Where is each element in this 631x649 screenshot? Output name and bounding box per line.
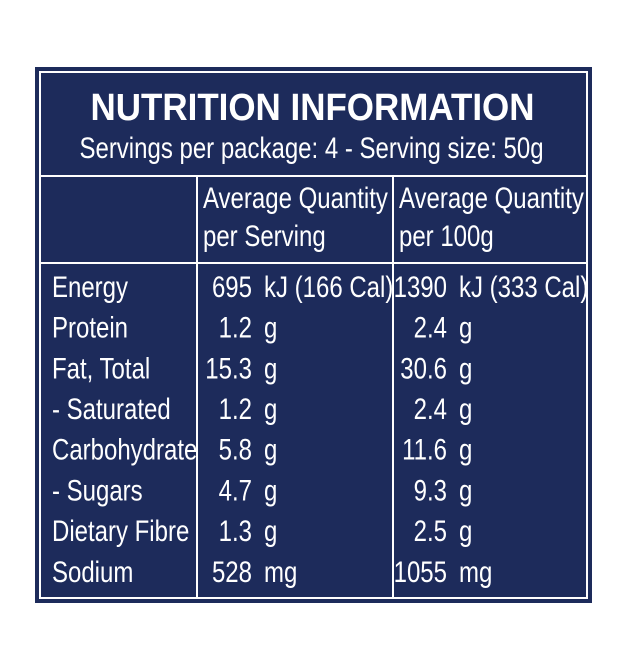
per100g-unit: g bbox=[459, 514, 472, 548]
panel-border bbox=[39, 71, 588, 599]
serving-unit: g bbox=[264, 351, 277, 385]
row-label: Dietary Fibre bbox=[52, 514, 189, 548]
serving-value: 5.8 bbox=[219, 432, 252, 466]
column-header: Average Quantity bbox=[399, 180, 584, 214]
per100g-value: 2.4 bbox=[414, 391, 447, 425]
serving-value: 15.3 bbox=[205, 351, 252, 385]
serving-unit: kJ (166 Cal) bbox=[264, 269, 393, 303]
serving-unit: mg bbox=[264, 554, 297, 588]
row-label: Carbohydrate bbox=[52, 432, 197, 466]
serving-value: 1.3 bbox=[219, 514, 252, 548]
subtitle: Servings per package: 4 - Serving size: … bbox=[79, 130, 543, 164]
row-label: - Saturated bbox=[52, 391, 171, 425]
per100g-value: 2.4 bbox=[414, 310, 447, 344]
per100g-value: 11.6 bbox=[402, 432, 447, 466]
per100g-unit: g bbox=[459, 432, 472, 466]
serving-value: 1.2 bbox=[219, 310, 252, 344]
row-label: Fat, Total bbox=[52, 351, 150, 385]
per100g-unit: g bbox=[459, 473, 472, 507]
serving-value: 695 bbox=[212, 269, 252, 303]
serving-unit: g bbox=[264, 432, 277, 466]
per100g-value: 30.6 bbox=[400, 351, 447, 385]
row-label: Sodium bbox=[52, 554, 133, 588]
panel bbox=[35, 67, 592, 603]
column-header: Average Quantity bbox=[203, 180, 388, 214]
per100g-unit: g bbox=[459, 310, 472, 344]
title-group: NUTRITION INFORMATION bbox=[91, 86, 535, 129]
column-header: per Serving bbox=[203, 218, 326, 252]
row-label: Energy bbox=[52, 269, 128, 303]
serving-value: 1.2 bbox=[219, 391, 252, 425]
serving-unit: g bbox=[264, 473, 277, 507]
per100g-value: 1055 bbox=[394, 554, 447, 588]
serving-unit: g bbox=[264, 391, 277, 425]
per100g-unit: g bbox=[459, 351, 472, 385]
per100g-unit: kJ (333 Cal) bbox=[459, 269, 588, 303]
title: NUTRITION INFORMATION bbox=[91, 86, 535, 129]
serving-value: 4.7 bbox=[219, 473, 252, 507]
per100g-value: 9.3 bbox=[414, 473, 447, 507]
column-header: per 100g bbox=[399, 218, 494, 252]
row-label: - Sugars bbox=[52, 473, 143, 507]
per100g-value: 2.5 bbox=[414, 514, 447, 548]
serving-unit: g bbox=[264, 514, 277, 548]
per100g-unit: mg bbox=[459, 554, 492, 588]
per100g-value: 1390 bbox=[394, 269, 447, 303]
per100g-unit: g bbox=[459, 391, 472, 425]
row-label: Protein bbox=[52, 310, 128, 344]
serving-unit: g bbox=[264, 310, 277, 344]
serving-value: 528 bbox=[212, 554, 252, 588]
text-group: Servings per package: 4 - Serving size: … bbox=[52, 130, 588, 588]
